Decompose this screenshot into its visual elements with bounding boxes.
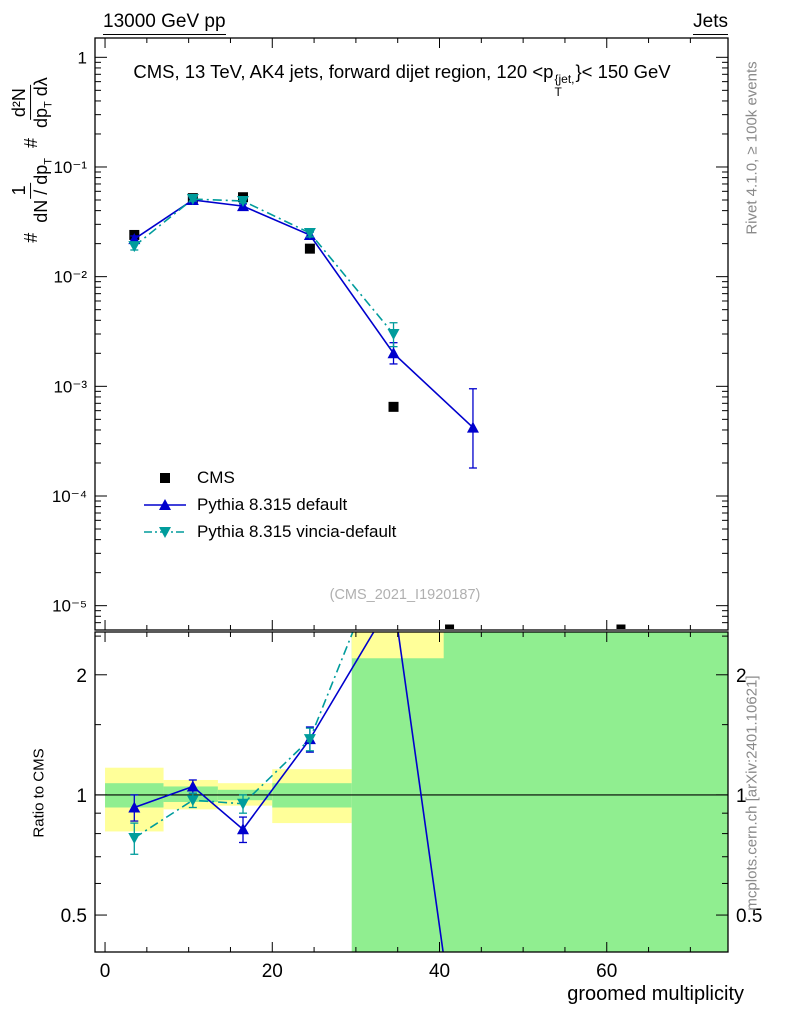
- legend-marker-triangle-down: [144, 526, 186, 538]
- plot-title-sub: T: [554, 84, 562, 99]
- svg-text:10⁻⁴: 10⁻⁴: [52, 487, 87, 506]
- main-y-axis-label: # 1 dN / dpT # d²N dpT dλ: [9, 77, 55, 243]
- ratio-y-axis-label: Ratio to CMS: [30, 748, 48, 838]
- svg-text:2: 2: [736, 666, 747, 687]
- fraction-numerator: d²N: [9, 85, 31, 121]
- series-pythia-8-315-vincia-default: [128, 632, 354, 855]
- svg-text:0.5: 0.5: [736, 906, 762, 927]
- plot-title-prefix: CMS, 13 TeV, AK4 jets, forward dijet reg…: [133, 61, 554, 82]
- svg-text:0.5: 0.5: [61, 906, 87, 927]
- legend-item-pythia-8-315-default: Pythia 8.315 default: [142, 491, 396, 518]
- svg-text:1: 1: [736, 786, 747, 807]
- svg-text:10⁻³: 10⁻³: [53, 377, 87, 396]
- svg-text:1: 1: [78, 48, 87, 67]
- legend-marker-square: [160, 472, 170, 483]
- svg-text:10⁻²: 10⁻²: [53, 268, 87, 287]
- green-uncertainty-band: [351, 632, 728, 952]
- hash-symbol: #: [21, 137, 42, 148]
- svg-text:40: 40: [429, 961, 450, 982]
- fraction-denominator: dpT dλ: [30, 77, 55, 128]
- x-axis-label: groomed multiplicity: [567, 983, 744, 1005]
- legend-item-cms: CMS: [142, 464, 396, 491]
- beam-energy-header: 13000 GeV pp: [103, 11, 226, 35]
- legend-label: Pythia 8.315 default: [197, 494, 348, 514]
- pt-jet-supsub: {jet, T: [554, 73, 574, 98]
- legend-marker-triangle-up: [144, 498, 186, 510]
- analysis-group-header: Jets: [693, 11, 728, 35]
- mcplots-reference-label: mcplots.cern.ch [arXiv:2401.10621]: [743, 675, 761, 911]
- analysis-id-watermark: (CMS_2021_I1920187): [329, 587, 481, 603]
- legend-label: CMS: [197, 467, 235, 487]
- series-pythia-8-315-default: [128, 193, 479, 469]
- legend-item-pythia-8-315-vincia-default: Pythia 8.315 vincia-default: [142, 518, 396, 545]
- hash-symbol: #: [21, 232, 42, 243]
- legend: CMS Pythia 8.315 default Pythia 8.315 vinc…: [142, 464, 396, 545]
- fraction-one-over-dNdpT: 1 dN / dpT: [9, 158, 55, 223]
- axis-ticks: [95, 38, 728, 952]
- plot-title-suffix: }< 150 GeV: [575, 61, 671, 82]
- below-range-data-mark: [445, 624, 455, 629]
- svg-text:1: 1: [76, 786, 87, 807]
- fraction-numerator: 1: [9, 182, 31, 199]
- plot-title: CMS, 13 TeV, AK4 jets, forward dijet reg…: [133, 61, 670, 98]
- legend-label: Pythia 8.315 vincia-default: [197, 521, 397, 541]
- ratio-panel-frame: [94, 631, 729, 953]
- rivet-version-label: Rivet 4.1.0, ≥ 100k events: [743, 61, 761, 235]
- fraction-denominator: dN / dpT: [30, 158, 55, 223]
- svg-text:10⁻¹: 10⁻¹: [53, 158, 87, 177]
- svg-text:0: 0: [100, 961, 111, 982]
- series-pythia-8-315-vincia-default: [128, 194, 400, 348]
- svg-text:2: 2: [76, 666, 87, 687]
- svg-text:10⁻⁵: 10⁻⁵: [52, 597, 87, 616]
- svg-text:60: 60: [596, 961, 617, 982]
- axis-tick-labels: 110⁻¹10⁻²10⁻³10⁻⁴10⁻⁵0.5 0.51 12 20 20 40 60: [52, 48, 763, 982]
- fraction-d2N-over-dpTdlambda: d²N dpT dλ: [9, 77, 55, 128]
- plot-title-sup: {jet,: [554, 72, 575, 86]
- svg-text:20: 20: [262, 961, 283, 982]
- green-uncertainty-band: [163, 786, 218, 802]
- below-range-data-mark: [616, 624, 626, 629]
